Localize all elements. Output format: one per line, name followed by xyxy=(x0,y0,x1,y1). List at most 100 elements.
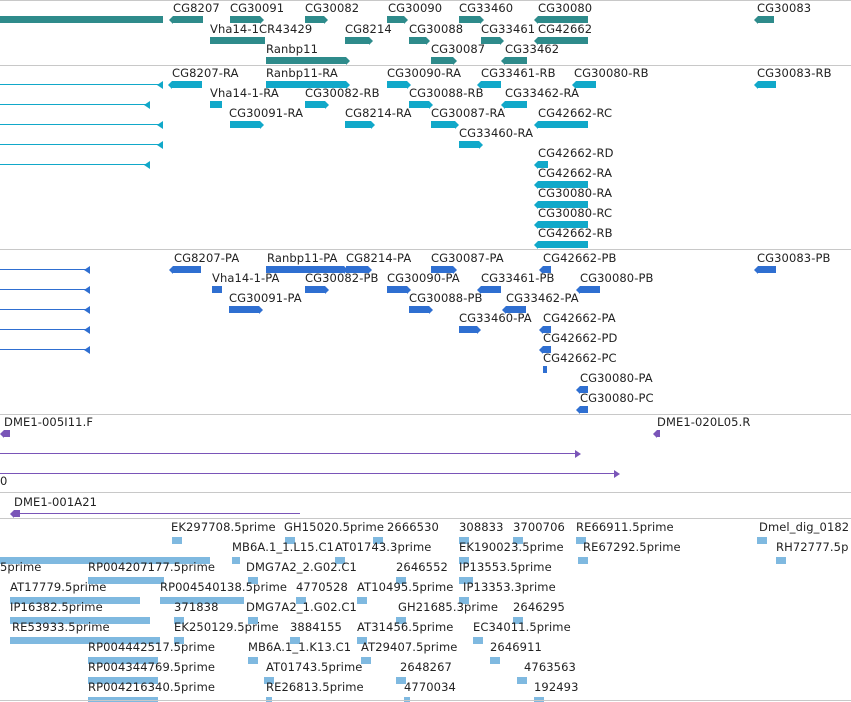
feature-label[interactable]: CG30083-PB xyxy=(757,251,831,265)
feature-glyph[interactable] xyxy=(266,80,350,89)
feature-glyph[interactable] xyxy=(754,80,776,89)
feature-glyph[interactable] xyxy=(534,180,588,189)
feature-glyph[interactable] xyxy=(230,15,264,24)
feature-label[interactable]: AT17779.5prime xyxy=(10,580,107,594)
feature-label[interactable]: CG30088 xyxy=(409,22,464,36)
feature-glyph[interactable] xyxy=(345,120,375,129)
feature-glyph[interactable] xyxy=(501,56,527,65)
feature-glyph[interactable] xyxy=(481,36,504,45)
feature-glyph[interactable] xyxy=(0,16,163,23)
feature-label[interactable]: CG30088-RB xyxy=(409,86,484,100)
feature-glyph[interactable] xyxy=(490,657,500,664)
feature-glyph[interactable] xyxy=(10,637,160,644)
feature-label[interactable]: CG30080-PB xyxy=(580,271,654,285)
feature-glyph[interactable] xyxy=(459,15,484,24)
feature-label[interactable]: RP004540138.5prime xyxy=(160,580,288,594)
feature-label[interactable]: DME1-005I11.F xyxy=(4,415,94,429)
feature-glyph[interactable] xyxy=(576,537,586,544)
feature-glyph[interactable] xyxy=(230,120,264,129)
feature-glyph[interactable] xyxy=(539,345,551,354)
feature-label[interactable]: CG42662-PC xyxy=(543,351,617,365)
feature-glyph[interactable] xyxy=(501,100,527,109)
feature-glyph[interactable] xyxy=(576,385,588,394)
feature-label[interactable]: CG30080-PA xyxy=(580,371,653,385)
feature-label[interactable]: 2646552 xyxy=(396,560,448,574)
feature-intron-line[interactable] xyxy=(0,269,90,270)
feature-glyph[interactable] xyxy=(373,537,383,544)
feature-label[interactable]: CG30080-PC xyxy=(580,391,654,405)
feature-label[interactable]: 3700706 xyxy=(513,520,565,534)
feature-label[interactable]: CG30082-PB xyxy=(305,271,379,285)
feature-label[interactable]: RP004207177.5prime xyxy=(88,560,216,574)
feature-glyph[interactable] xyxy=(88,677,158,684)
feature-glyph[interactable] xyxy=(534,220,588,229)
feature-label[interactable]: CG30091-PA xyxy=(229,291,302,305)
feature-label[interactable]: Vha14-1CR43429 xyxy=(210,22,313,36)
feature-label[interactable]: AT01743.3prime xyxy=(335,540,432,554)
feature-glyph[interactable] xyxy=(172,537,182,544)
feature-label[interactable]: 2648267 xyxy=(400,660,452,674)
feature-label[interactable]: 2666530 xyxy=(387,520,439,534)
feature-label[interactable]: CG42662 xyxy=(538,22,593,36)
feature-label[interactable]: CG33461-PB xyxy=(481,271,555,285)
feature-label[interactable]: CG33460-PA xyxy=(459,311,532,325)
feature-label[interactable]: CG42662-PB xyxy=(543,251,617,265)
feature-label[interactable]: CG42662-RA xyxy=(538,166,613,180)
feature-glyph[interactable] xyxy=(534,240,588,249)
feature-glyph[interactable] xyxy=(396,577,406,584)
feature-label[interactable]: CG33461 xyxy=(481,22,536,36)
feature-glyph[interactable] xyxy=(543,366,547,373)
feature-label[interactable]: CG30080-RB xyxy=(574,66,649,80)
feature-label[interactable]: DME1-020L05.R xyxy=(657,415,751,429)
feature-label[interactable]: EK190023.5prime xyxy=(459,540,564,554)
feature-glyph[interactable] xyxy=(160,597,244,604)
feature-label[interactable]: 192493 xyxy=(534,680,579,694)
feature-glyph[interactable] xyxy=(361,657,371,664)
feature-label[interactable]: RP004442517.5prime xyxy=(88,640,216,654)
feature-label[interactable]: GH15020.5prime xyxy=(284,520,385,534)
feature-label[interactable]: IP13353.3prime xyxy=(463,580,556,594)
feature-label[interactable]: Ranbp11-RA xyxy=(266,66,338,80)
feature-intron-line[interactable] xyxy=(14,513,300,514)
feature-glyph[interactable] xyxy=(409,36,430,45)
feature-label[interactable]: CG33461-RB xyxy=(481,66,556,80)
feature-glyph[interactable] xyxy=(290,637,300,644)
feature-glyph[interactable] xyxy=(754,265,776,274)
feature-label[interactable]: CG30090-RA xyxy=(387,66,462,80)
feature-label[interactable]: CG30080-RA xyxy=(538,186,613,200)
feature-label[interactable]: CG30087-RA xyxy=(431,106,506,120)
feature-label[interactable]: DMG7A2_2.G02.C1 xyxy=(246,560,357,574)
feature-label[interactable]: 3884155 xyxy=(290,620,342,634)
feature-glyph[interactable] xyxy=(335,557,345,564)
feature-label[interactable]: CG33462 xyxy=(505,42,560,56)
feature-label[interactable]: Vha14-1-RA xyxy=(210,86,279,100)
feature-glyph[interactable] xyxy=(513,617,523,624)
feature-glyph[interactable] xyxy=(539,265,551,274)
feature-glyph[interactable] xyxy=(431,265,457,274)
feature-glyph[interactable] xyxy=(459,537,469,544)
feature-glyph[interactable] xyxy=(576,405,588,414)
feature-glyph[interactable] xyxy=(534,120,588,129)
feature-label[interactable]: RE66911.5prime xyxy=(576,520,674,534)
feature-label[interactable]: EC34011.5prime xyxy=(473,620,571,634)
feature-glyph[interactable] xyxy=(248,657,258,664)
feature-glyph[interactable] xyxy=(502,305,526,314)
feature-glyph[interactable] xyxy=(210,101,222,108)
feature-glyph[interactable] xyxy=(396,677,406,684)
feature-glyph[interactable] xyxy=(229,305,263,314)
feature-glyph[interactable] xyxy=(10,617,150,624)
feature-glyph[interactable] xyxy=(534,160,548,169)
feature-glyph[interactable] xyxy=(296,597,306,604)
feature-label[interactable]: Dmel_dig_0182 xyxy=(759,520,850,534)
feature-label[interactable]: CG30091-RA xyxy=(229,106,304,120)
feature-glyph[interactable] xyxy=(305,285,329,294)
feature-label[interactable]: RP004216340.5prime xyxy=(88,680,216,694)
feature-label[interactable]: MB6A.1_1.L15.C1 xyxy=(232,540,335,554)
feature-label[interactable]: AT01743.5prime xyxy=(266,660,363,674)
feature-label[interactable]: 0 xyxy=(0,474,8,488)
feature-glyph[interactable] xyxy=(248,617,258,624)
feature-label[interactable]: Ranbp11 xyxy=(266,42,319,56)
feature-glyph[interactable] xyxy=(396,617,406,624)
feature-glyph[interactable] xyxy=(576,285,600,294)
feature-glyph[interactable] xyxy=(409,305,433,314)
